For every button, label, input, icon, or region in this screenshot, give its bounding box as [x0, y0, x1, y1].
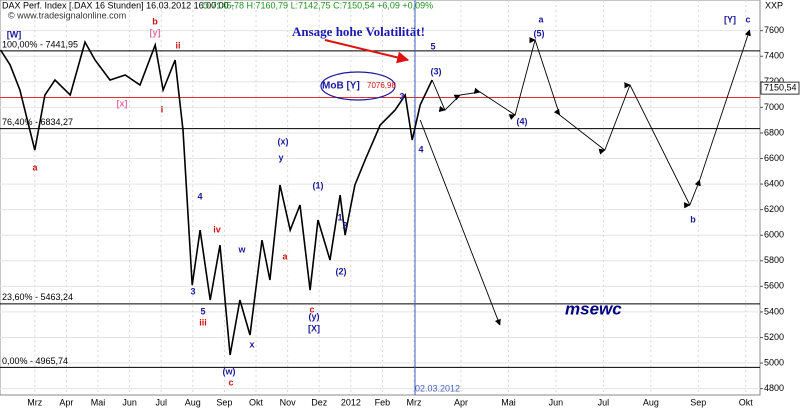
x-tick-label: Dez [311, 397, 328, 407]
y-tick-label: 5400 [764, 306, 784, 316]
wave-label: w [237, 244, 246, 254]
y-tick-label: 6800 [764, 127, 784, 137]
mob-value: 7076,98 [367, 81, 396, 90]
x-tick-label: Nov [280, 397, 297, 407]
y-tick-label: 5600 [764, 281, 784, 291]
x-tick-label: Aug [643, 397, 659, 407]
wave-label: c [309, 304, 314, 314]
wave-label: 2 [342, 220, 347, 230]
wave-label: 4 [418, 144, 423, 154]
y-tick-label: 5000 [764, 357, 784, 367]
projection-line [431, 29, 751, 209]
x-tick-label: 2012 [341, 397, 361, 407]
x-tick-label: Aug [185, 397, 201, 407]
wave-label: x [249, 339, 254, 349]
chart-title: DAX Perf. Index [.DAX 16 Stunden] 16.03.… [2, 0, 234, 10]
x-tick-label: Jul [598, 397, 610, 407]
wave-label: y [278, 152, 283, 162]
ohlc: O:7145,78 H:7160,79 L:7142,75 C:7150,54 … [202, 0, 433, 10]
x-tick-label: Mai [91, 397, 106, 407]
wave-label: 3 [399, 91, 404, 101]
wave-label: 3 [190, 286, 195, 296]
wave-label: (5) [534, 28, 545, 38]
y-tick-label: 6600 [764, 153, 784, 163]
wave-label: b [152, 16, 158, 26]
wave-label: [Y] [724, 14, 736, 24]
y-tick-label: 7600 [764, 25, 784, 35]
x-tick-label: Mrz [407, 397, 422, 407]
wave-label: (1) [313, 180, 324, 190]
x-tick-label: Apr [59, 397, 73, 407]
x-tick-label: Apr [454, 397, 468, 407]
wave-label: 4 [197, 191, 202, 201]
wave-label: iv [213, 224, 221, 234]
wave-label: c [745, 14, 750, 24]
wave-label: a [282, 251, 288, 261]
y-tick-label: 6400 [764, 178, 784, 188]
wave-label: ii [175, 40, 180, 50]
x-tick-label: Mai [501, 397, 516, 407]
y-tick-label: 5200 [764, 332, 784, 342]
wave-label: [y] [150, 27, 161, 37]
y-tick-label: 4800 [764, 383, 784, 393]
annotation: Ansage hohe Volatilität! [292, 24, 425, 39]
wave-label: [W] [7, 29, 22, 39]
source: © www.tradesignalonline.com [8, 10, 126, 20]
wave-label: (y) [309, 311, 320, 321]
wave-label: [x] [117, 98, 128, 108]
projection-line [419, 119, 501, 326]
y-tick-label: 7200 [764, 76, 784, 86]
y-axis-label: XXP [765, 0, 783, 10]
x-tick-label: Jul [155, 397, 167, 407]
x-tick-label: Sep [690, 397, 706, 407]
x-tick-label: Sep [216, 397, 232, 407]
wave-label: iii [199, 317, 207, 327]
y-tick-label: 7000 [764, 102, 784, 112]
level-label: 76,40% - 6834,27 [2, 117, 73, 127]
x-tick-label: Mrz [27, 397, 42, 407]
wave-label: (4) [517, 116, 528, 126]
x-tick-label: Jun [549, 397, 564, 407]
y-tick-label: 5800 [764, 255, 784, 265]
x-tick-label: Okt [739, 397, 754, 407]
x-tick-label: Jun [122, 397, 137, 407]
y-tick-label: 7400 [764, 51, 784, 61]
wave-label: (3) [431, 66, 442, 76]
wave-label: 5 [200, 306, 205, 316]
y-tick-label: 6000 [764, 230, 784, 240]
x-tick-label: Okt [249, 397, 264, 407]
annotation-arrow [324, 39, 410, 64]
last-price-label: 7150,54 [764, 83, 797, 93]
layer: 100,00% - 7441,95 76,40% - 6834,27 23,60% … [0, 0, 760, 395]
annotation: msewc [565, 299, 622, 318]
last-price-box [760, 81, 800, 95]
mob-label: MoB [Y] [322, 81, 360, 92]
wave-label: i [161, 104, 164, 114]
wave-label: 1 [337, 212, 342, 222]
wave-label: 5 [430, 41, 435, 51]
mob-ellipse [320, 71, 396, 101]
wave-label: c [228, 377, 233, 387]
x-tick-label: Feb [375, 397, 391, 407]
y-tick-label: 6200 [764, 204, 784, 214]
wave-label: a [538, 14, 544, 24]
wave-label: (x) [278, 136, 289, 146]
level-label: 23,60% - 5463,24 [2, 292, 73, 302]
level-label: 0,00% - 4965,74 [2, 356, 68, 366]
wave-label: [X] [308, 323, 320, 333]
plot-area [0, 0, 761, 396]
wave-label: (w) [223, 366, 236, 376]
price-line [0, 40, 433, 356]
marker-label: 02.03.2012 [415, 383, 460, 393]
wave-label: a [32, 162, 38, 172]
wave-label: (2) [336, 266, 347, 276]
wave-label: b [690, 214, 696, 224]
level-label: 100,00% - 7441,95 [2, 39, 78, 49]
